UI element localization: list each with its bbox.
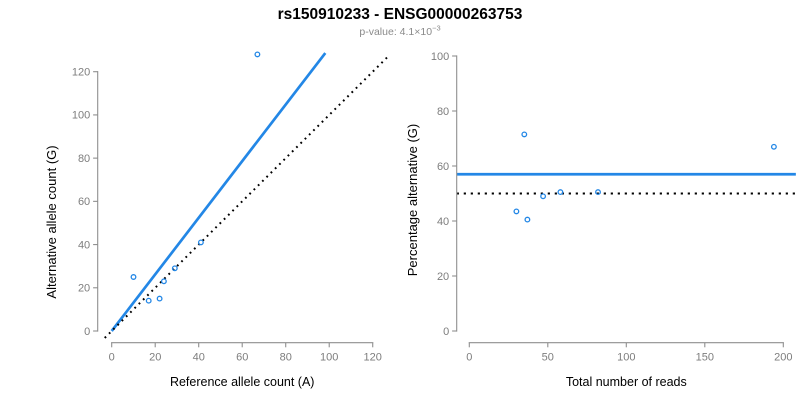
data-point: [521, 131, 528, 138]
y-tick-label: 20: [437, 271, 449, 283]
x-tick-label: 20: [149, 352, 161, 364]
x-tick-label: 200: [774, 352, 792, 364]
x-axis-title: Reference allele count (A): [170, 375, 315, 389]
x-tick-label: 100: [320, 352, 338, 364]
y-tick-label: 120: [72, 67, 90, 79]
data-point: [513, 208, 520, 215]
y-tick-label: 60: [437, 161, 449, 173]
x-tick-label: 40: [193, 352, 205, 364]
x-axis-title: Total number of reads: [566, 375, 687, 389]
pvalue-text: p-value: 4.1×10: [359, 26, 433, 38]
y-tick-label: 80: [78, 153, 90, 165]
data-point: [145, 297, 152, 304]
x-tick-label: 80: [280, 352, 292, 364]
x-tick-label: 120: [364, 352, 382, 364]
y-tick-label: 0: [84, 326, 90, 338]
left-scatter-plot: 0 20 40 60 80 100 120 0 20 40 60 80 100 120 Reference …: [44, 51, 390, 389]
x-tick-label: 0: [109, 352, 115, 364]
data-point: [770, 143, 777, 150]
y-tick-label: 100: [72, 110, 90, 122]
data-point: [254, 51, 261, 58]
y-tick-label: 0: [443, 326, 449, 338]
data-point: [197, 239, 204, 246]
fit-line: [110, 52, 327, 332]
data-point: [595, 189, 601, 196]
x-tick-label: 100: [617, 352, 635, 364]
data-point: [160, 278, 167, 285]
x-tick-label: 60: [236, 352, 248, 364]
y-axis-title: Percentage alternative (G): [405, 124, 420, 276]
x-tick-label: 150: [696, 352, 714, 364]
x-tick-label: 50: [542, 352, 554, 364]
data-point: [540, 193, 547, 200]
data-point: [130, 274, 137, 280]
y-tick-label: 40: [78, 239, 90, 251]
figure-title: rs150910233 - ENSG00000263753: [277, 6, 523, 23]
y-tick-label: 80: [437, 106, 449, 118]
data-point: [156, 295, 163, 302]
x-tick-label: 0: [466, 352, 472, 364]
right-scatter-plot: 0 50 100 150 200 0 20 40 60 80 100 Total number of …: [405, 51, 796, 389]
data-point: [557, 189, 564, 196]
pvalue-exponent: −3: [432, 23, 441, 33]
data-point: [524, 216, 531, 223]
y-tick-label: 100: [431, 51, 449, 63]
y-tick-label: 20: [78, 283, 90, 295]
figure-subtitle: p-value: 4.1×10−3: [0, 23, 800, 38]
data-point: [171, 265, 178, 272]
y-tick-label: 60: [78, 196, 90, 208]
y-tick-label: 40: [437, 216, 449, 228]
y-axis-title: Alternative allele count (G): [44, 145, 59, 298]
identity-line: [104, 54, 390, 339]
